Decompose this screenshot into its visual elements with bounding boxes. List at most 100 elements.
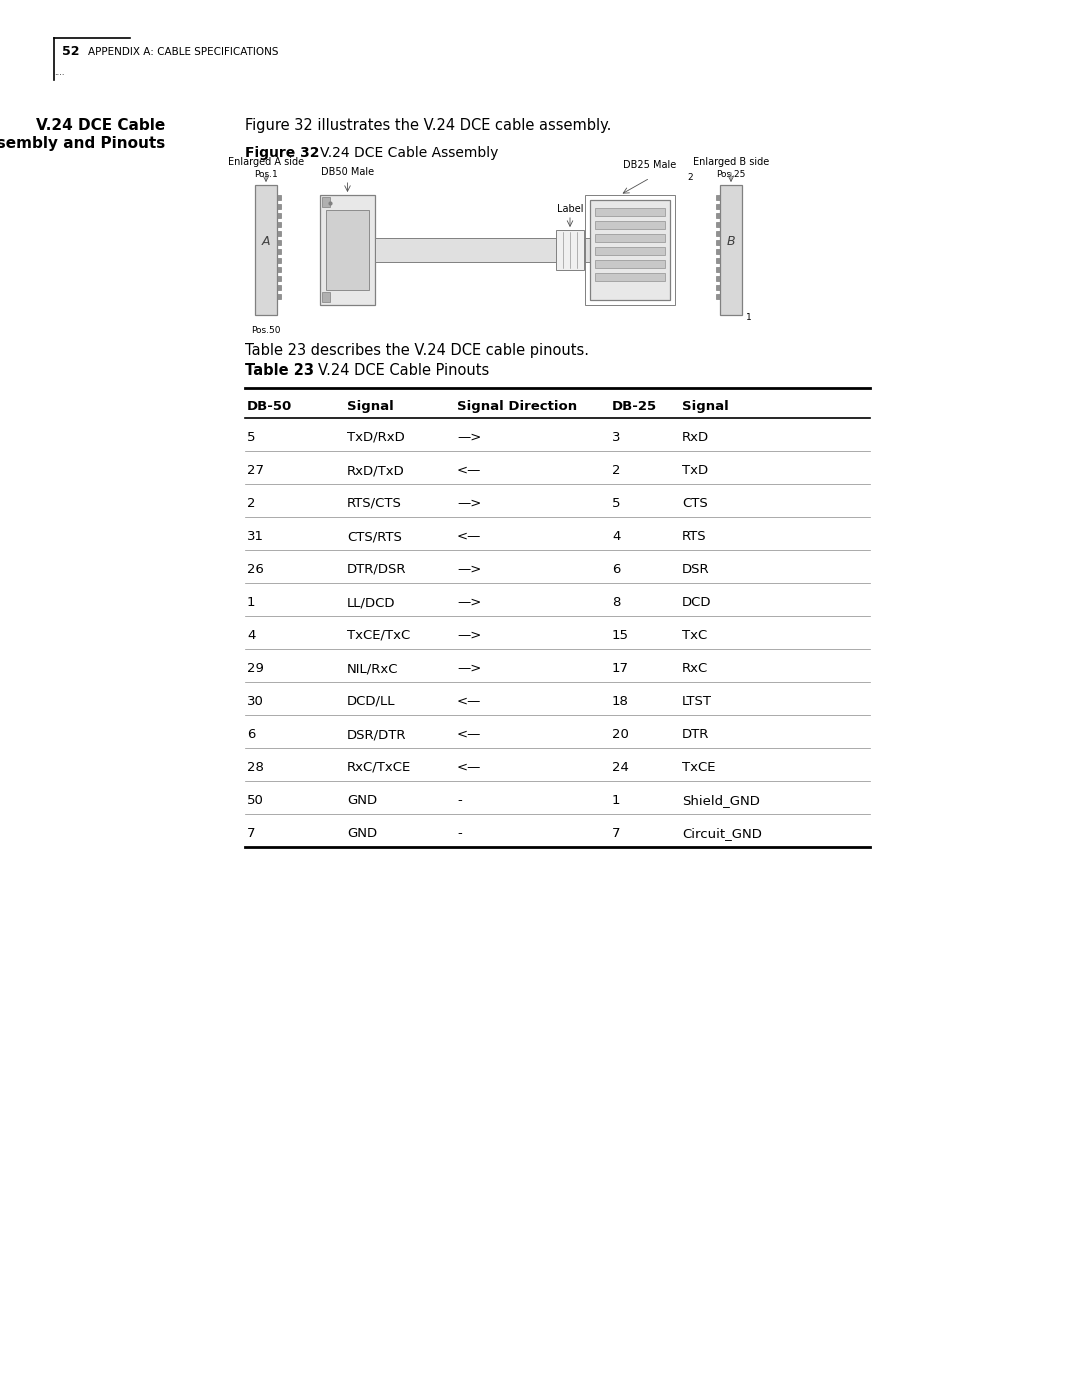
Bar [320, 196, 375, 305]
Text: RxD: RxD [681, 432, 710, 444]
Bar [276, 277, 281, 281]
Bar [585, 196, 675, 305]
Text: <—: <— [457, 529, 482, 543]
Text: Shield_GND: Shield_GND [681, 793, 760, 807]
Bar [276, 285, 281, 291]
Text: DB-50: DB-50 [247, 400, 293, 414]
Bar [716, 231, 720, 236]
Text: Table 23 describes the V.24 DCE cable pinouts.: Table 23 describes the V.24 DCE cable pi… [245, 344, 589, 358]
Text: RxC: RxC [681, 662, 708, 675]
Bar [276, 204, 281, 210]
Text: 6: 6 [247, 728, 255, 740]
Bar [276, 293, 281, 299]
Text: <—: <— [457, 694, 482, 708]
Text: 5: 5 [612, 497, 621, 510]
Text: 18: 18 [612, 694, 629, 708]
Bar [716, 212, 720, 218]
Text: LTST: LTST [681, 694, 712, 708]
Text: Circuit_GND: Circuit_GND [681, 827, 761, 840]
Bar [716, 258, 720, 263]
Text: GND: GND [347, 793, 377, 807]
Text: TxCE: TxCE [681, 761, 715, 774]
Text: Pos.50: Pos.50 [252, 326, 281, 335]
Text: 4: 4 [247, 629, 255, 643]
Text: Figure 32 illustrates the V.24 DCE cable assembly.: Figure 32 illustrates the V.24 DCE cable… [245, 117, 611, 133]
Text: 27: 27 [247, 464, 264, 476]
Text: V.24 DCE Cable Assembly: V.24 DCE Cable Assembly [320, 147, 498, 161]
Bar [595, 260, 665, 268]
Text: 8: 8 [612, 597, 620, 609]
Text: <—: <— [457, 728, 482, 740]
Text: 7: 7 [612, 827, 621, 840]
Text: CTS: CTS [681, 497, 707, 510]
Text: Pos.1: Pos.1 [254, 170, 278, 179]
Bar [716, 222, 720, 226]
Bar [276, 249, 281, 254]
Bar [716, 285, 720, 291]
Text: 2: 2 [612, 464, 621, 476]
Text: 29: 29 [247, 662, 264, 675]
Text: Figure 32: Figure 32 [245, 147, 320, 161]
Bar [584, 237, 590, 263]
Text: 1: 1 [247, 597, 256, 609]
Bar [595, 272, 665, 281]
Text: DB50 Male: DB50 Male [321, 168, 374, 177]
Text: RxD/TxD: RxD/TxD [347, 464, 405, 476]
Text: 1: 1 [612, 793, 621, 807]
Text: V.24 DCE Cable Pinouts: V.24 DCE Cable Pinouts [318, 363, 489, 379]
Text: Assembly and Pinouts: Assembly and Pinouts [0, 136, 165, 151]
Bar [322, 292, 330, 302]
Text: DCD/LL: DCD/LL [347, 694, 395, 708]
Text: 50: 50 [247, 793, 264, 807]
Text: B: B [727, 235, 735, 249]
Bar [720, 184, 742, 314]
Text: ....: .... [54, 68, 65, 77]
Text: —>: —> [457, 597, 482, 609]
Text: 17: 17 [612, 662, 629, 675]
Text: Table 23: Table 23 [245, 363, 314, 379]
Text: -: - [457, 827, 462, 840]
Bar [276, 267, 281, 272]
Bar [716, 277, 720, 281]
Text: 26: 26 [247, 563, 264, 576]
Text: TxC: TxC [681, 629, 707, 643]
Text: Signal: Signal [681, 400, 729, 414]
Text: 31: 31 [247, 529, 264, 543]
Text: LL/DCD: LL/DCD [347, 597, 395, 609]
Text: 3: 3 [612, 432, 621, 444]
Text: TxCE/TxC: TxCE/TxC [347, 629, 410, 643]
Bar [326, 210, 369, 291]
Text: 15: 15 [612, 629, 629, 643]
Text: 2: 2 [687, 173, 692, 182]
Text: DCD: DCD [681, 597, 712, 609]
Bar [595, 247, 665, 256]
Text: <—: <— [457, 761, 482, 774]
Text: <—: <— [457, 464, 482, 476]
Text: DSR: DSR [681, 563, 710, 576]
Text: V.24 DCE Cable: V.24 DCE Cable [36, 117, 165, 133]
Bar [716, 267, 720, 272]
Text: DTR: DTR [681, 728, 710, 740]
Text: TxD/RxD: TxD/RxD [347, 432, 405, 444]
Bar [595, 235, 665, 242]
Text: GND: GND [347, 827, 377, 840]
Bar [716, 196, 720, 200]
Bar [276, 231, 281, 236]
Text: 6: 6 [612, 563, 620, 576]
Bar [276, 258, 281, 263]
Text: Enlarged B side: Enlarged B side [693, 156, 769, 168]
Text: 52: 52 [62, 45, 80, 59]
Text: 2: 2 [247, 497, 256, 510]
Text: TxD: TxD [681, 464, 708, 476]
Bar [556, 231, 584, 270]
Bar [276, 222, 281, 226]
Bar [716, 240, 720, 244]
Bar [716, 293, 720, 299]
Text: 5: 5 [247, 432, 256, 444]
Text: NIL/RxC: NIL/RxC [347, 662, 399, 675]
Bar [276, 196, 281, 200]
Text: Enlarged A side: Enlarged A side [228, 156, 305, 168]
Text: 28: 28 [247, 761, 264, 774]
Text: —>: —> [457, 432, 482, 444]
Text: Signal: Signal [347, 400, 394, 414]
